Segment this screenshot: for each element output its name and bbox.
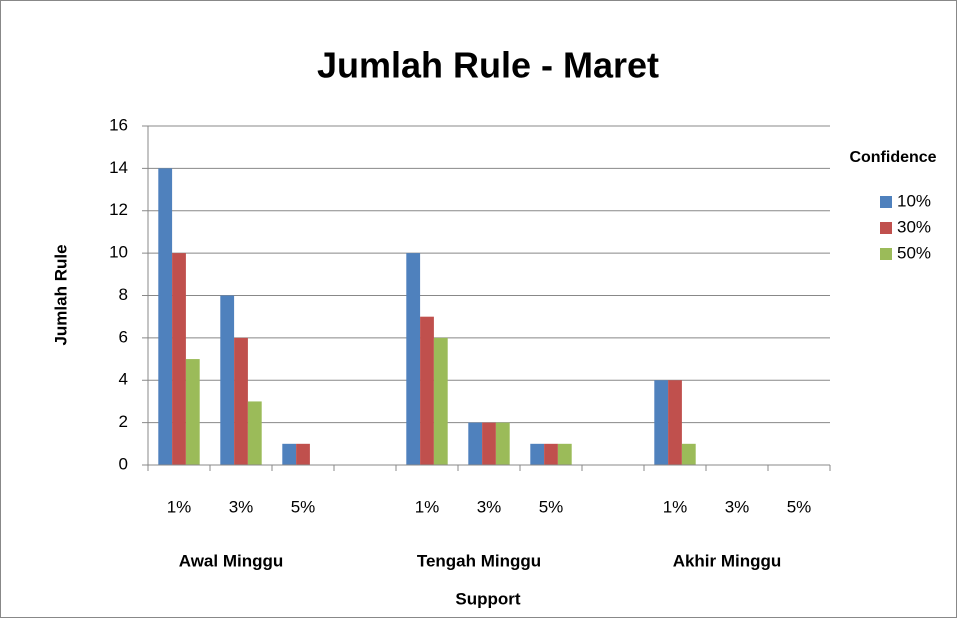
- x-tick-label: 5%: [539, 497, 564, 516]
- group-label: Awal Minggu: [179, 551, 284, 570]
- bar: [247, 401, 262, 465]
- x-tick-label: 5%: [787, 497, 812, 516]
- bar: [406, 253, 421, 465]
- group-label: Akhir Minggu: [673, 551, 782, 570]
- legend-swatch: [880, 248, 892, 260]
- bar: [234, 337, 248, 465]
- y-tick-label: 8: [119, 285, 128, 304]
- y-tick-label: 12: [109, 200, 128, 219]
- x-tick-label: 1%: [663, 497, 688, 516]
- bar: [530, 443, 545, 465]
- y-tick-label: 16: [109, 115, 128, 134]
- bar: [681, 443, 696, 465]
- bar: [433, 337, 448, 465]
- y-tick-label: 2: [119, 412, 128, 431]
- x-tick-label: 5%: [291, 497, 316, 516]
- bar: [468, 422, 483, 465]
- x-tick-label: 1%: [167, 497, 192, 516]
- bar: [220, 295, 235, 465]
- bar: [495, 422, 510, 465]
- bar: [654, 380, 669, 465]
- legend-swatch: [880, 196, 892, 208]
- bar: [668, 380, 682, 465]
- legend-swatch: [880, 222, 892, 234]
- y-tick-label: 0: [119, 454, 128, 473]
- legend-label: 50%: [897, 243, 931, 262]
- x-tick-label: 3%: [229, 497, 254, 516]
- bar: [158, 168, 173, 465]
- y-axis-title: Jumlah Rule: [51, 244, 70, 345]
- bar: [282, 443, 297, 465]
- bar: [557, 443, 572, 465]
- legend-label: 30%: [897, 217, 931, 236]
- y-tick-label: 4: [119, 370, 128, 389]
- bar: [420, 316, 434, 465]
- y-tick-label: 14: [109, 158, 128, 177]
- y-tick-label: 10: [109, 243, 128, 262]
- bar: [172, 253, 186, 465]
- x-tick-label: 3%: [477, 497, 502, 516]
- bar: [185, 359, 200, 465]
- chart-title: Jumlah Rule - Maret: [317, 45, 659, 86]
- group-label: Tengah Minggu: [417, 551, 541, 570]
- x-tick-label: 3%: [725, 497, 750, 516]
- x-tick-label: 1%: [415, 497, 440, 516]
- bar: [482, 422, 496, 465]
- x-axis-title: Support: [455, 589, 520, 608]
- bar: [544, 443, 558, 465]
- legend-label: 10%: [897, 191, 931, 210]
- legend-title: Confidence: [849, 149, 936, 166]
- y-tick-label: 6: [119, 327, 128, 346]
- bar: [296, 443, 310, 465]
